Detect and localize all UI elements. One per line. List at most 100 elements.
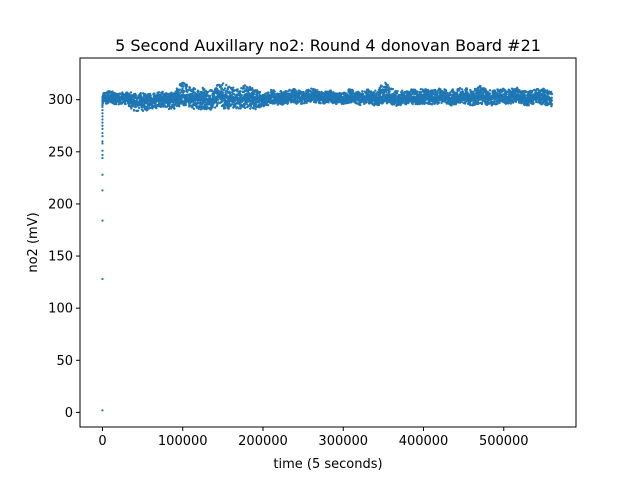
data-point [214,106,217,109]
data-point [210,107,213,111]
data-point [524,94,527,97]
data-point [120,102,124,105]
data-point [101,103,104,107]
data-point [236,90,239,93]
data-point [101,124,104,127]
data-point [184,103,188,107]
data-point [221,99,225,103]
data-point [269,88,273,92]
data-point [243,84,247,87]
data-point [234,104,237,107]
data-point [208,94,212,98]
data-point [488,89,492,92]
data-point [149,94,152,98]
data-point [101,112,104,115]
data-point [101,156,104,160]
data-point [396,89,399,93]
data-point [216,83,219,87]
data-point [192,107,196,110]
data-point [193,88,197,91]
data-point [155,106,158,110]
data-point [101,140,104,143]
data-point [212,94,216,97]
data-point [236,88,239,91]
data-point [101,153,104,157]
data-point [134,94,138,97]
data-point [221,91,225,95]
data-point [232,86,235,89]
data-point [254,107,257,111]
data-point [254,103,258,106]
data-point [223,87,227,90]
data-point [203,88,206,91]
data-point [232,89,236,93]
data-point [316,89,319,92]
data-point [220,84,224,87]
data-point [101,115,104,118]
data-point [464,102,467,105]
data-point [460,88,464,91]
data-point [101,142,104,145]
data-point [101,149,104,152]
data-point [327,101,330,104]
data-point [114,102,118,106]
data-point [220,87,224,90]
data-point [139,91,142,95]
data-point [240,94,243,97]
data-point [266,103,270,107]
data-point [178,105,181,108]
data-point [319,102,322,105]
data-point [101,105,104,109]
data-point [361,90,364,93]
data-point [188,102,192,105]
data-point [101,118,104,121]
data-point [181,87,184,90]
data-point [258,90,262,94]
data-point [286,101,290,104]
data-points [101,81,554,412]
data-point [182,85,185,88]
data-point [113,92,116,95]
data-point [204,90,208,93]
data-point [177,91,180,94]
data-point [223,106,227,110]
chart-title: 5 Second Auxillary no2: Round 4 donovan … [115,36,541,55]
data-point [101,189,104,192]
data-point [249,107,252,110]
data-point [239,107,242,110]
data-point [178,88,182,91]
data-point [101,219,104,222]
data-point [415,90,419,93]
data-point [111,90,114,93]
data-point [197,107,200,111]
data-point [209,96,212,100]
data-point [214,100,218,104]
data-point [101,277,104,281]
data-point [210,89,213,93]
data-point [226,101,229,105]
data-point [239,92,242,96]
data-point [180,102,183,105]
data-point [227,107,230,110]
data-point [465,88,469,91]
data-point [148,92,152,96]
data-point [386,83,389,87]
data-point [101,131,104,135]
data-point [437,101,441,105]
data-point [101,135,104,138]
data-point [188,105,191,108]
data-point [124,102,127,106]
data-point [256,94,259,97]
data-point [153,92,156,95]
data-point [527,103,530,107]
data-point [249,105,253,108]
data-point [216,98,220,102]
data-point [234,99,237,103]
data-point [458,89,461,92]
data-point [300,102,304,105]
data-point [226,87,229,91]
data-point [221,82,225,85]
data-point [255,89,259,92]
